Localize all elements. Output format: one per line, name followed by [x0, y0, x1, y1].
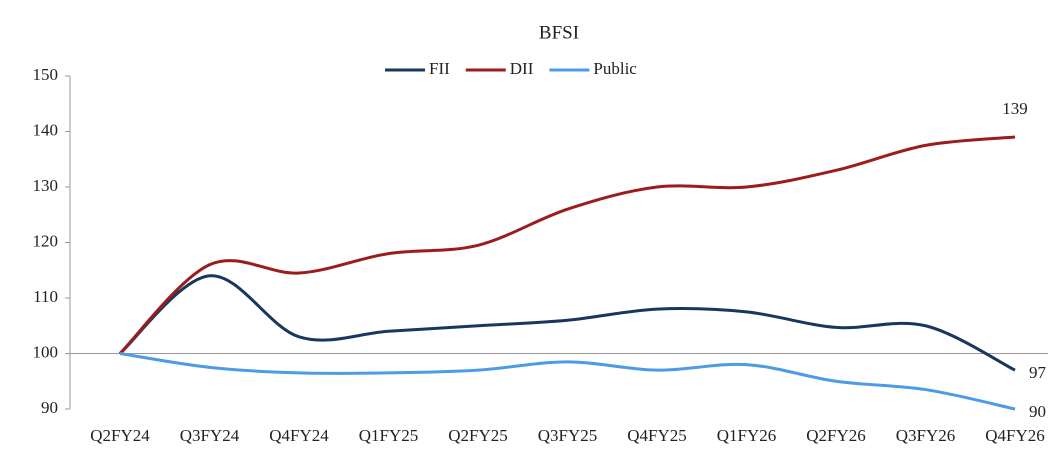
y-tick-label: 110 [33, 287, 58, 306]
data-label: 97 [1029, 363, 1047, 382]
y-tick-label: 100 [33, 342, 59, 361]
x-tick-label: Q2FY25 [448, 426, 508, 445]
chart-title: BFSI [539, 22, 579, 43]
x-tick-label: Q4FY24 [269, 426, 329, 445]
data-label: 90 [1029, 402, 1046, 421]
line-series [119, 352, 1016, 411]
x-tick-label: Q1FY25 [359, 426, 419, 445]
y-tick-label: 150 [33, 65, 59, 84]
legend-label: DII [510, 59, 534, 78]
x-tick-label: Q2FY24 [90, 426, 150, 445]
line-series [118, 274, 1016, 372]
legend-label: Public [593, 59, 637, 78]
x-tick-label: Q3FY25 [538, 426, 598, 445]
y-tick-label: 90 [41, 398, 58, 417]
x-tick-label: Q4FY25 [627, 426, 687, 445]
x-tick-label: Q4FY26 [985, 426, 1045, 445]
y-tick-label: 130 [33, 176, 59, 195]
legend-label: FII [429, 59, 450, 78]
x-tick-label: Q2FY26 [806, 426, 866, 445]
y-tick-label: 120 [33, 231, 59, 250]
data-label: 139 [1002, 99, 1028, 118]
x-tick-label: Q3FY26 [896, 426, 956, 445]
line-series [118, 135, 1016, 355]
x-tick-label: Q3FY24 [180, 426, 240, 445]
x-tick-label: Q1FY26 [717, 426, 777, 445]
y-tick-label: 140 [33, 120, 59, 139]
